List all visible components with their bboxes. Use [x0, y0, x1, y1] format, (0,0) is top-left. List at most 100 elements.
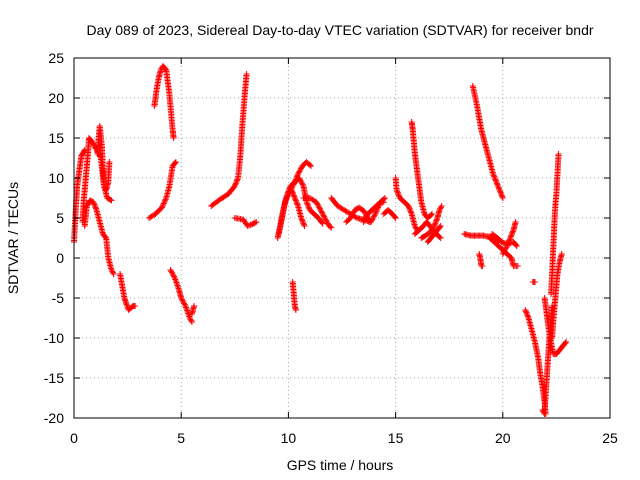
- data-point: [90, 141, 97, 148]
- data-point: [293, 200, 300, 207]
- data-point: [243, 71, 250, 77]
- data-point: [513, 243, 520, 249]
- data-point: [299, 217, 306, 224]
- data-point: [89, 140, 96, 147]
- data-point: [381, 195, 388, 201]
- data-point: [297, 165, 304, 172]
- data-point: [318, 219, 325, 226]
- data-point: [370, 213, 377, 220]
- data-point: [427, 212, 434, 218]
- data-point: [352, 214, 359, 221]
- data-point: [490, 171, 497, 177]
- data-point: [313, 199, 320, 205]
- data-point: [391, 214, 398, 220]
- data-point: [324, 220, 331, 227]
- data-point: [232, 180, 239, 187]
- data-point: [315, 203, 322, 209]
- data-point: [287, 187, 294, 193]
- data-point: [297, 177, 304, 184]
- data-point: [178, 295, 185, 301]
- data-point: [436, 207, 443, 213]
- data-point: [288, 185, 295, 192]
- data-point: [292, 196, 299, 203]
- data-point: [92, 204, 99, 211]
- data-point: [246, 222, 253, 229]
- data-point: [562, 340, 569, 346]
- data-point: [305, 204, 312, 211]
- y-tick-label: 0: [56, 250, 64, 266]
- x-tick-label: 15: [388, 430, 404, 446]
- data-point: [493, 180, 500, 187]
- data-point: [231, 183, 238, 189]
- data-point: [292, 197, 299, 204]
- data-point: [407, 208, 414, 215]
- data-point: [496, 185, 503, 192]
- data-point: [298, 180, 305, 187]
- data-point: [436, 234, 443, 240]
- data-point: [508, 232, 515, 239]
- data-point: [300, 220, 307, 227]
- x-tick-label: 0: [70, 430, 78, 446]
- data-point: [429, 211, 436, 217]
- data-point: [106, 159, 113, 165]
- data-point: [295, 169, 302, 176]
- data-point: [160, 200, 167, 207]
- data-point: [244, 223, 251, 229]
- data-point: [320, 212, 327, 219]
- data-point: [501, 248, 508, 255]
- data-point: [168, 269, 175, 276]
- data-point: [293, 199, 300, 205]
- data-point: [372, 211, 379, 217]
- data-point: [170, 135, 177, 141]
- data-point: [169, 271, 176, 277]
- data-point: [186, 315, 193, 321]
- data-point: [508, 231, 515, 237]
- data-point: [157, 67, 164, 73]
- data-point: [161, 199, 168, 206]
- data-point: [361, 217, 368, 224]
- y-tick-label: 20: [48, 90, 64, 106]
- data-point: [436, 224, 443, 230]
- data-point: [90, 200, 97, 207]
- data-point: [91, 201, 98, 208]
- data-point: [507, 233, 514, 240]
- y-tick-label: 5: [56, 210, 64, 226]
- data-point: [406, 204, 412, 211]
- data-point: [503, 244, 510, 251]
- data-point: [181, 300, 188, 307]
- data-point: [188, 317, 195, 324]
- y-tick-label: 15: [48, 130, 64, 146]
- data-point: [108, 267, 115, 273]
- data-point: [161, 197, 168, 204]
- data-point: [172, 160, 179, 166]
- data-point: [498, 191, 505, 197]
- data-point: [294, 201, 301, 208]
- data-point: [509, 228, 516, 235]
- data-point: [102, 234, 109, 240]
- data-point: [298, 216, 305, 223]
- x-tick-labels: 0 5 10 15 20 25: [70, 430, 618, 446]
- data-point: [188, 319, 195, 325]
- data-point: [328, 224, 335, 231]
- data-point: [492, 177, 499, 184]
- data-point: [523, 309, 530, 316]
- data-point: [167, 267, 174, 273]
- data-point: [291, 195, 298, 201]
- data-point: [432, 220, 439, 227]
- data-point: [172, 159, 179, 165]
- data-point: [505, 240, 512, 247]
- data-point: [430, 224, 437, 231]
- data-point: [178, 296, 185, 303]
- x-tick-label: 10: [281, 430, 297, 446]
- data-point: [298, 215, 305, 221]
- data-point: [232, 181, 239, 188]
- y-axis-label: SDTVAR / TECUs: [5, 182, 21, 294]
- data-point: [412, 224, 419, 231]
- data-point: [160, 201, 167, 208]
- data-point: [318, 209, 325, 216]
- plot-frame: [73, 57, 611, 419]
- data-point: [370, 215, 377, 221]
- data-point: [91, 203, 98, 209]
- data-point: [123, 301, 130, 308]
- data-point: [363, 213, 370, 220]
